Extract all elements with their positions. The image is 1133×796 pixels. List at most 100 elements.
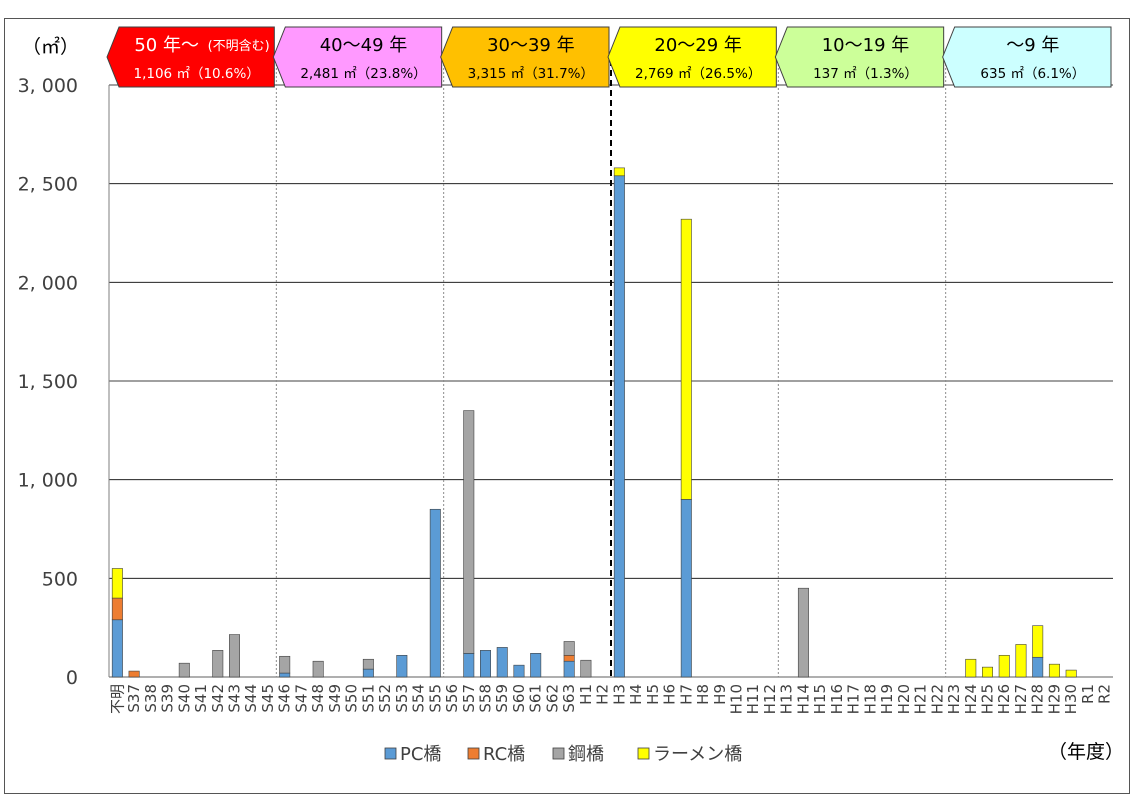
x-tick-label: S52 bbox=[376, 684, 394, 713]
x-tick-label: H30 bbox=[1062, 684, 1080, 714]
x-tick-label: R1 bbox=[1079, 684, 1097, 704]
legend-label: PC橋 bbox=[400, 744, 441, 765]
x-tick-label: S62 bbox=[543, 684, 561, 713]
x-tick-label: S61 bbox=[527, 684, 545, 713]
x-tick-label: H7 bbox=[677, 684, 695, 705]
x-tick-label: S50 bbox=[343, 684, 361, 713]
legend-label: 鋼橋 bbox=[568, 744, 604, 765]
x-tick-label: S49 bbox=[326, 684, 344, 713]
bar-steel bbox=[279, 655, 291, 674]
bar-rigid-frame bbox=[982, 666, 993, 678]
legend-swatch-steel bbox=[552, 747, 565, 760]
x-tick-label: S40 bbox=[175, 684, 193, 713]
bar-pc bbox=[396, 654, 408, 678]
bar-pc bbox=[613, 175, 625, 678]
x-tick-label: H21 bbox=[912, 684, 930, 714]
x-tick-label: S58 bbox=[477, 684, 495, 713]
x-axis-title: （年度） bbox=[1048, 741, 1124, 763]
legend-swatch-pc bbox=[384, 747, 397, 760]
legend-swatch-rigid-frame bbox=[637, 747, 650, 760]
x-tick-label: H6 bbox=[661, 684, 679, 705]
x-tick-label: H24 bbox=[962, 684, 980, 714]
bar-pc bbox=[463, 653, 475, 678]
x-tick-label: H13 bbox=[778, 684, 796, 714]
bar-pc bbox=[530, 653, 542, 678]
bar-pc bbox=[563, 660, 575, 678]
x-tick-label: H2 bbox=[594, 684, 612, 705]
age-group-title: 30～39 年 bbox=[487, 35, 575, 56]
x-tick-label: H23 bbox=[945, 684, 963, 714]
bar-steel bbox=[212, 650, 224, 678]
bar-pc bbox=[680, 499, 692, 678]
x-tick-label: H9 bbox=[711, 684, 729, 705]
x-tick-label: H16 bbox=[828, 684, 846, 714]
bar-pc bbox=[513, 664, 525, 678]
bar-pc bbox=[1032, 656, 1044, 678]
x-tick-label: H17 bbox=[845, 684, 863, 714]
bar-steel bbox=[580, 659, 592, 678]
legend-swatch-rc bbox=[467, 747, 480, 760]
age-group-value: 137 ㎡（1.3%） bbox=[813, 66, 918, 82]
bar-pc bbox=[279, 672, 291, 678]
x-tick-label: H22 bbox=[928, 684, 946, 714]
x-tick-label: H8 bbox=[694, 684, 712, 705]
x-tick-label: S60 bbox=[510, 684, 528, 713]
age-group-banner bbox=[942, 26, 1112, 88]
x-tick-label: S44 bbox=[242, 684, 260, 713]
legend-label: ラーメン橋 bbox=[653, 744, 742, 765]
bar-steel bbox=[178, 662, 190, 678]
bar-steel bbox=[312, 660, 324, 678]
x-tick-label: H3 bbox=[610, 684, 628, 705]
bar-pc bbox=[429, 508, 441, 678]
x-tick-label: S43 bbox=[226, 684, 244, 713]
bar-steel bbox=[797, 587, 809, 678]
age-group-note: (不明含む) bbox=[208, 38, 270, 54]
bar-rigid-frame bbox=[680, 218, 692, 500]
bar-steel bbox=[362, 658, 374, 670]
y-tick-label: 1, 500 bbox=[18, 371, 78, 393]
x-tick-label: S39 bbox=[159, 684, 177, 713]
x-tick-label: H14 bbox=[794, 684, 812, 714]
x-tick-label: H28 bbox=[1029, 684, 1047, 714]
x-tick-label: H27 bbox=[1012, 684, 1030, 714]
bar-rigid-frame bbox=[1032, 625, 1044, 658]
bar-rigid-frame bbox=[998, 654, 1010, 678]
x-tick-label: H29 bbox=[1045, 684, 1063, 714]
x-tick-label: S63 bbox=[560, 684, 578, 713]
bar-rigid-frame bbox=[1048, 663, 1060, 678]
y-tick-label: 500 bbox=[42, 568, 78, 590]
x-tick-label: H26 bbox=[995, 684, 1013, 714]
bar-steel bbox=[229, 634, 240, 678]
age-group-title: 10～19 年 bbox=[822, 35, 910, 56]
age-group-title: 20～29 年 bbox=[654, 35, 742, 56]
age-group-title: ～9 年 bbox=[1006, 35, 1059, 56]
x-tick-label: H5 bbox=[644, 684, 662, 705]
y-tick-label: 2, 500 bbox=[18, 174, 78, 196]
y-tick-label: 2, 000 bbox=[18, 272, 78, 294]
x-tick-label: H4 bbox=[627, 684, 645, 705]
x-tick-label: S56 bbox=[443, 684, 461, 713]
y-tick-label: 0 bbox=[66, 667, 78, 689]
chart-frame bbox=[4, 18, 1130, 794]
bar-steel bbox=[463, 410, 475, 654]
x-tick-label: S38 bbox=[142, 684, 160, 713]
age-group-title: 40～49 年 bbox=[320, 35, 408, 56]
x-tick-label: H15 bbox=[811, 684, 829, 714]
age-group-value: 3,315 ㎡（31.7%） bbox=[468, 66, 594, 82]
age-group-value: 1,106 ㎡（10.6%） bbox=[134, 66, 260, 82]
x-tick-label: S59 bbox=[493, 684, 511, 713]
bar-rigid-frame bbox=[965, 658, 977, 678]
y-tick-label: 1, 000 bbox=[18, 470, 78, 492]
x-tick-label: H11 bbox=[744, 684, 762, 714]
x-tick-label: H1 bbox=[577, 684, 595, 705]
y-axis-title: （㎡） bbox=[22, 35, 79, 58]
x-tick-label: H18 bbox=[861, 684, 879, 714]
x-tick-label: S57 bbox=[460, 684, 478, 713]
x-tick-label: S42 bbox=[209, 684, 227, 713]
y-tick-label: 3, 000 bbox=[18, 75, 78, 97]
x-tick-label: S55 bbox=[426, 684, 444, 713]
x-tick-label: S51 bbox=[359, 684, 377, 713]
bar-rc bbox=[128, 670, 140, 678]
bar-pc bbox=[111, 619, 123, 678]
